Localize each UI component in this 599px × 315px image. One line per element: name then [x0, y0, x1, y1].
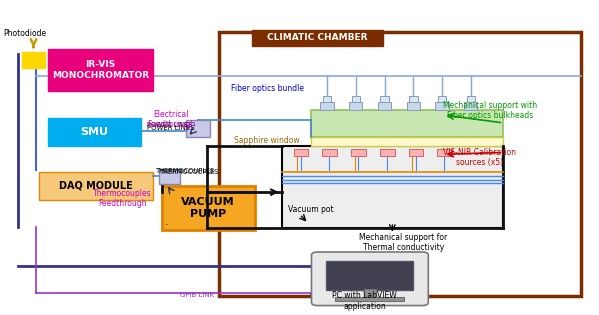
Bar	[364, 289, 376, 299]
Bar	[380, 149, 395, 156]
Bar	[282, 146, 503, 228]
Bar	[409, 96, 418, 102]
Bar	[438, 96, 446, 102]
Bar	[159, 169, 180, 184]
Text: Fiber optics bundle: Fiber optics bundle	[231, 84, 304, 93]
Text: SMU: SMU	[80, 127, 108, 137]
Bar	[349, 102, 362, 110]
Bar	[435, 102, 449, 110]
Bar	[311, 137, 503, 146]
Bar	[380, 96, 389, 102]
Text: THERMOCOUPLES: THERMOCOUPLES	[160, 169, 219, 175]
Bar	[219, 32, 581, 296]
Text: Mechanical support with
Fiber optics bulkheads: Mechanical support with Fiber optics bul…	[443, 100, 537, 120]
Bar	[437, 149, 452, 156]
Bar	[326, 261, 413, 290]
Bar	[407, 102, 420, 110]
Bar	[311, 110, 503, 137]
Text: .: .	[165, 217, 168, 227]
FancyBboxPatch shape	[311, 252, 428, 306]
Bar	[294, 149, 308, 156]
Bar	[39, 172, 153, 200]
Text: CLIMATIC CHAMBER: CLIMATIC CHAMBER	[267, 33, 368, 42]
Bar	[322, 149, 337, 156]
Bar	[320, 102, 334, 110]
Text: Photodiode: Photodiode	[3, 29, 46, 37]
Bar	[22, 52, 45, 68]
Text: Vacuum pot: Vacuum pot	[288, 205, 333, 214]
Text: POWER LINES: POWER LINES	[147, 125, 195, 131]
Text: THERMOCOUPLES: THERMOCOUPLES	[156, 168, 215, 175]
Bar	[186, 120, 210, 137]
Bar	[464, 102, 477, 110]
Text: PC with LabVIEW
application: PC with LabVIEW application	[332, 291, 397, 311]
Text: VIS-NIR Calibration
sources (x5): VIS-NIR Calibration sources (x5)	[443, 148, 516, 167]
Bar	[378, 102, 391, 110]
Bar	[352, 96, 360, 102]
Text: Thermocouples
Feedthrough: Thermocouples Feedthrough	[93, 189, 152, 208]
Bar	[335, 297, 404, 301]
Text: VACUUM
PUMP: VACUUM PUMP	[181, 197, 235, 219]
Text: Sapphire window: Sapphire window	[234, 136, 300, 145]
Text: Electrical
Feedthrough: Electrical Feedthrough	[147, 110, 195, 129]
Bar	[252, 30, 383, 46]
Bar	[409, 149, 423, 156]
Bar	[162, 186, 255, 230]
Bar	[351, 149, 366, 156]
Bar	[48, 118, 141, 146]
Text: GPIB LINK: GPIB LINK	[180, 291, 214, 298]
Bar	[323, 96, 331, 102]
Text: DAQ MODULE: DAQ MODULE	[59, 181, 133, 191]
Text: IR-VIS
MONOCHROMATOR: IR-VIS MONOCHROMATOR	[52, 60, 149, 80]
Text: POWER LINES: POWER LINES	[147, 122, 192, 128]
Bar	[467, 96, 475, 102]
Bar	[48, 49, 153, 91]
Text: Mechanical support for
Thermal conductivity: Mechanical support for Thermal conductiv…	[359, 233, 447, 252]
